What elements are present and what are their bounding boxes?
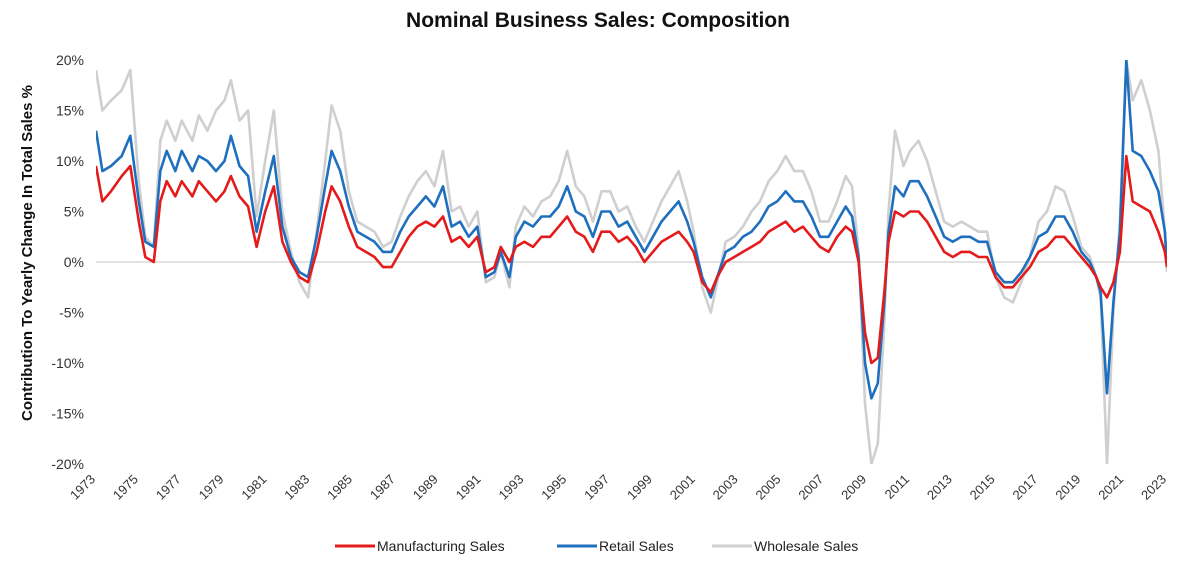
legend-label: Manufacturing Sales — [377, 538, 505, 554]
y-tick-label: -15% — [51, 406, 84, 422]
x-tick-label: 1975 — [110, 472, 141, 503]
x-tick-label: 2019 — [1052, 472, 1083, 503]
x-tick-label: 1997 — [581, 472, 612, 503]
x-tick-label: 1983 — [281, 472, 312, 503]
y-axis-ticks: 20% 15% 10% 5% 0% -5% -10% -15% -20% — [51, 52, 84, 472]
plot-area — [96, 60, 1167, 464]
x-tick-label: 2021 — [1095, 472, 1126, 503]
series-line-manufacturing-sales — [96, 154, 1167, 365]
x-tick-label: 2017 — [1010, 472, 1041, 503]
x-tick-label: 2007 — [795, 472, 826, 503]
series-line-retail-sales — [96, 60, 1167, 400]
x-tick-label: 2003 — [710, 472, 741, 503]
y-tick-label: 0% — [64, 254, 84, 270]
x-tick-label: 2011 — [882, 472, 912, 502]
x-tick-label: 2023 — [1138, 472, 1169, 503]
x-axis-ticks: 1973 1975 1977 1979 1981 1983 1985 1987 1989 1991… — [67, 472, 1169, 503]
x-tick-label: 1999 — [624, 472, 655, 503]
y-tick-label: -5% — [59, 305, 84, 321]
series-line-wholesale-sales — [96, 60, 1167, 464]
x-tick-label: 1985 — [324, 472, 355, 503]
x-tick-label: 2005 — [753, 472, 784, 503]
y-axis-label: Contribution To Yearly Change In Total S… — [19, 85, 36, 421]
x-tick-label: 1991 — [453, 472, 484, 503]
y-tick-label: -10% — [51, 355, 84, 371]
y-tick-label: 15% — [56, 103, 84, 119]
y-tick-label: 5% — [64, 204, 84, 220]
x-tick-label: 1987 — [367, 472, 398, 503]
x-tick-label: 2009 — [838, 472, 869, 503]
y-tick-label: 20% — [56, 52, 84, 68]
legend: Manufacturing Sales Retail Sales Wholesale… — [335, 538, 858, 554]
chart-title: Nominal Business Sales: Composition — [406, 9, 790, 32]
x-tick-label: 1995 — [538, 472, 569, 503]
legend-label: Retail Sales — [599, 538, 674, 554]
x-tick-label: 1973 — [67, 472, 98, 503]
legend-label: Wholesale Sales — [754, 538, 858, 554]
y-tick-label: -20% — [51, 456, 84, 472]
x-tick-label: 1977 — [153, 472, 184, 503]
x-tick-label: 2015 — [967, 472, 998, 503]
x-tick-label: 2013 — [924, 472, 955, 503]
x-tick-label: 1981 — [238, 472, 269, 503]
y-tick-label: 10% — [56, 153, 84, 169]
x-tick-label: 1989 — [410, 472, 441, 503]
x-tick-label: 1993 — [495, 472, 526, 503]
x-tick-label: 2001 — [667, 472, 698, 503]
x-tick-label: 1979 — [196, 472, 227, 503]
